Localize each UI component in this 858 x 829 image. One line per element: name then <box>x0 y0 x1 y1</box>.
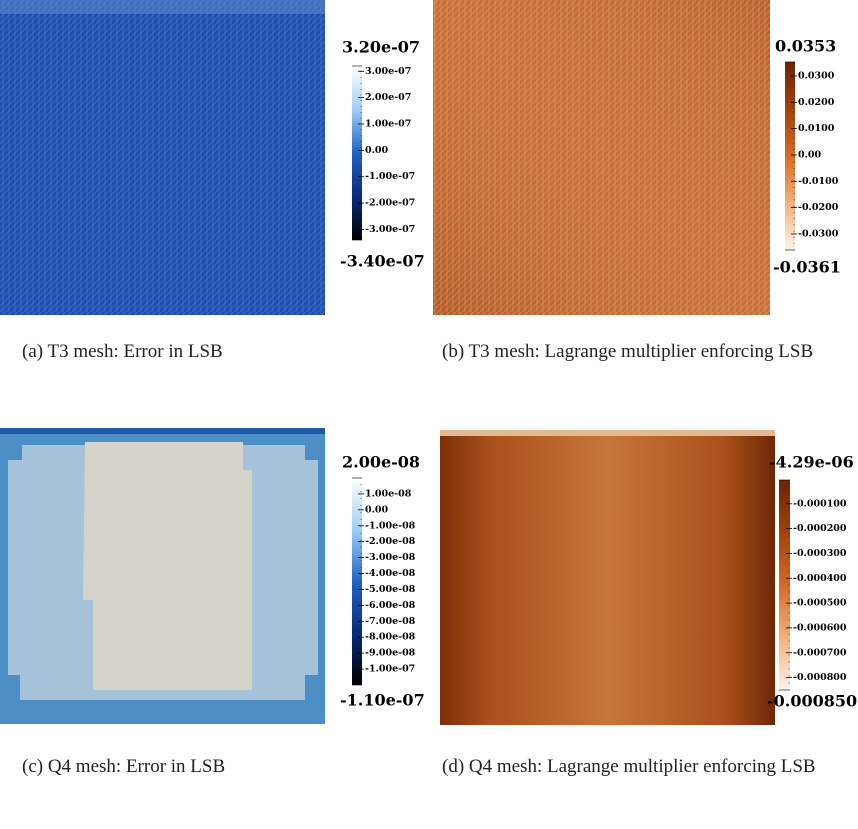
colorbar-tick-label: -0.000500 <box>793 598 847 609</box>
colorbar-tick-label: -9.00e-08 <box>365 648 416 659</box>
field-plot <box>0 428 325 724</box>
colorbar <box>352 478 362 685</box>
colorbar-tick-label: -0.000100 <box>793 498 847 509</box>
colorbar-tick-label: -0.000800 <box>793 672 847 683</box>
colorbar-tick-label: -0.0300 <box>798 228 839 239</box>
colorbar-tick-label: 0.00 <box>365 504 389 515</box>
colorbar-tick-label: 0.0100 <box>798 123 835 134</box>
colorbar-tick-label: 1.00e-08 <box>365 488 412 499</box>
colorbar-tick-label: 0.0300 <box>798 70 835 81</box>
colorbar-max-label: -4.29e-06 <box>769 453 854 472</box>
colorbar-tick-label: -0.000400 <box>793 573 847 584</box>
colorbar-tick-label: -1.00e-08 <box>365 520 416 531</box>
colorbar-tick-label: -1.00e-07 <box>365 664 415 675</box>
colorbar-tick-label: -4.00e-08 <box>365 568 416 579</box>
colorbar-tick-label: 0.00 <box>798 149 822 160</box>
colorbar-min-label: -0.0361 <box>773 258 841 277</box>
colorbar <box>785 62 795 250</box>
colorbar-min-label: -3.40e-07 <box>340 252 425 271</box>
caption: (b) T3 mesh: Lagrange multiplier enforci… <box>442 341 814 362</box>
colorbar-tick-label: 0.0200 <box>798 97 835 108</box>
colorbar-tick-label: -3.00e-08 <box>365 552 416 563</box>
field-plot <box>0 0 325 315</box>
colorbar-tick-label: -0.0100 <box>798 176 839 187</box>
colorbar-min-label: -1.10e-07 <box>340 691 425 710</box>
caption: (a) T3 mesh: Error in LSB <box>22 341 223 362</box>
colorbar-tick-label: -3.00e-07 <box>365 224 415 235</box>
caption: (d) Q4 mesh: Lagrange multiplier enforci… <box>442 756 816 777</box>
colorbar-tick-label: -7.00e-08 <box>365 616 416 627</box>
colorbar-tick-label: -5.00e-08 <box>365 584 416 595</box>
colorbar-min-label: -0.000850 <box>767 692 857 711</box>
colorbar-max-label: 2.00e-08 <box>342 453 420 472</box>
colorbar-tick-label: -2.00e-07 <box>365 198 415 209</box>
colorbar-tick-label: 0.00 <box>365 145 389 156</box>
colorbar-tick-label: -2.00e-08 <box>365 536 416 547</box>
colorbar-tick-label: 2.00e-07 <box>365 92 411 103</box>
colorbar-tick-label: -0.000600 <box>793 622 847 633</box>
colorbar-tick-label: -0.000700 <box>793 647 847 658</box>
colorbar-max-label: 3.20e-07 <box>342 38 420 57</box>
colorbar-tick-label: -0.000200 <box>793 523 847 534</box>
colorbar-tick-label: -8.00e-08 <box>365 632 416 643</box>
colorbar <box>352 66 362 240</box>
colorbar-tick-label: 1.00e-07 <box>365 119 411 130</box>
colorbar-tick-label: -0.0200 <box>798 202 839 213</box>
colorbar <box>779 480 790 690</box>
colorbar-tick-label: -6.00e-08 <box>365 600 416 611</box>
field-plot <box>433 0 770 315</box>
caption: (c) Q4 mesh: Error in LSB <box>22 756 226 777</box>
field-plot <box>440 430 775 725</box>
colorbar-tick-label: -1.00e-07 <box>365 171 415 182</box>
colorbar-tick-label: 3.00e-07 <box>365 66 411 77</box>
colorbar-tick-label: -0.000300 <box>793 548 847 559</box>
colorbar-max-label: 0.0353 <box>775 37 836 56</box>
